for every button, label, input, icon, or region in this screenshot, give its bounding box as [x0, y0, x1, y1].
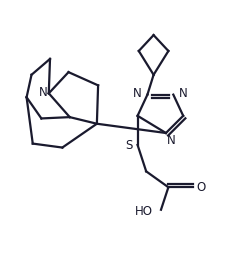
Text: S: S	[125, 139, 133, 152]
Text: HO: HO	[135, 205, 153, 218]
Text: N: N	[133, 87, 142, 100]
Text: O: O	[197, 181, 206, 194]
Text: N: N	[166, 134, 175, 147]
Text: N: N	[179, 87, 188, 100]
Text: N: N	[39, 86, 48, 99]
